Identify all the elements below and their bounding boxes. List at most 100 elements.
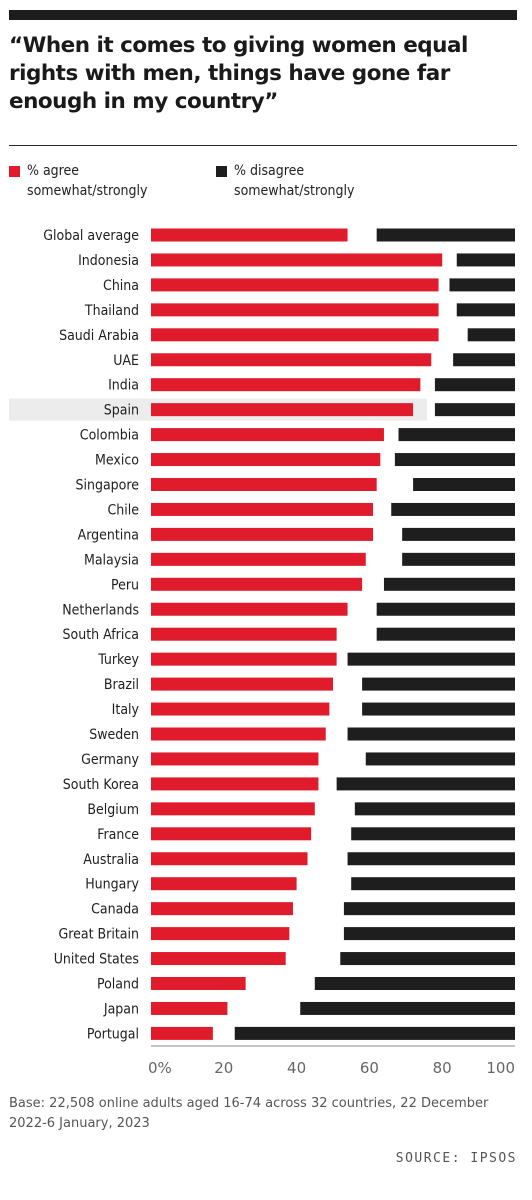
bar-chart: Global average Indonesia China Thailand Saud… [9,228,515,1077]
category-label-4: Saudi Arabia [59,328,139,344]
x-tick-label-2: 40 [287,1059,306,1077]
category-label-29: United States [54,952,139,968]
agree-bar-15 [151,602,348,616]
category-label-0: Global average [43,228,139,244]
agree-bar-14 [151,577,363,591]
agree-bar-19 [151,702,330,716]
agree-bar-25 [151,852,308,866]
x-tick-label-4: 80 [433,1059,452,1077]
category-label-16: South Africa [63,627,139,643]
category-label-6: India [108,378,139,394]
disagree-bar-13 [402,552,515,566]
disagree-bar-28 [343,927,515,941]
disagree-bar-14 [383,577,515,591]
agree-bar-9 [151,453,381,467]
disagree-bar-21 [365,752,515,766]
chart-title: “When it comes to giving women equal rig… [9,33,468,114]
category-label-26: Hungary [85,877,139,893]
category-label-30: Poland [97,977,139,993]
category-label-21: Germany [81,752,139,768]
x-tick-label-0: 0% [148,1059,172,1077]
disagree-bar-6 [434,378,515,392]
agree-bar-24 [151,827,312,841]
category-label-8: Colombia [80,428,139,444]
agree-bar-1 [151,253,443,267]
category-label-2: China [103,278,139,294]
disagree-bar-16 [376,627,515,641]
agree-bar-2 [151,278,439,292]
title-divider [9,145,517,146]
agree-bar-13 [151,552,366,566]
agree-bar-7 [151,403,414,417]
legend-agree-swatch [9,166,20,177]
disagree-bar-27 [343,902,515,916]
disagree-bar-9 [394,453,515,467]
disagree-bar-15 [376,602,515,616]
disagree-bar-18 [362,677,515,691]
category-label-1: Indonesia [78,253,139,269]
agree-bar-3 [151,303,439,317]
category-label-23: Belgium [87,802,139,818]
category-label-12: Argentina [78,527,139,543]
category-label-14: Peru [111,577,139,593]
x-tick-label-5: 100 [486,1059,515,1077]
agree-bar-4 [151,328,439,342]
disagree-bar-3 [456,303,515,317]
category-label-15: Netherlands [62,602,139,618]
agree-bar-29 [151,952,286,966]
agree-bar-17 [151,652,337,666]
disagree-bar-25 [347,852,515,866]
category-label-19: Italy [112,702,140,718]
agree-bar-21 [151,752,319,766]
agree-bar-12 [151,527,374,541]
disagree-bar-23 [354,802,515,816]
disagree-bar-4 [467,328,515,342]
category-label-18: Brazil [104,677,139,693]
agree-bar-18 [151,677,333,691]
disagree-bar-17 [347,652,515,666]
agree-bar-8 [151,428,384,442]
disagree-bar-8 [398,428,515,442]
agree-bar-30 [151,977,246,990]
disagree-bar-2 [449,278,515,292]
agree-bar-23 [151,802,315,816]
category-label-11: Chile [107,502,139,518]
disagree-bar-24 [351,827,515,841]
x-tick-label-1: 20 [214,1059,233,1077]
category-label-24: France [97,827,139,843]
agree-bar-20 [151,727,326,741]
category-label-13: Malaysia [84,552,139,568]
agree-bar-32 [151,1026,213,1040]
disagree-bar-7 [434,403,515,417]
category-label-9: Mexico [95,453,139,469]
category-label-20: Sweden [89,727,139,743]
agree-bar-10 [151,478,377,491]
disagree-bar-5 [453,353,515,367]
disagree-bar-22 [336,777,515,791]
disagree-bar-32 [234,1026,515,1040]
agree-bar-26 [151,877,297,891]
disagree-bar-11 [391,502,515,516]
category-label-27: Canada [91,902,139,918]
legend-disagree-label: % disagree somewhat/strongly [234,163,355,199]
agree-bar-16 [151,627,337,641]
legend-disagree: % disagree somewhat/strongly [216,161,436,205]
disagree-bar-26 [351,877,515,891]
category-label-22: South Korea [63,777,139,793]
category-label-3: Thailand [84,303,139,319]
disagree-bar-31 [300,1001,515,1015]
disagree-bar-12 [402,527,515,541]
disagree-bar-0 [376,228,515,242]
disagree-bar-30 [314,977,515,990]
disagree-bar-10 [413,478,515,491]
legend-disagree-swatch [216,166,227,177]
category-label-17: Turkey [97,652,139,668]
category-label-10: Singapore [75,478,139,494]
x-tick-label-3: 60 [360,1059,379,1077]
category-label-32: Portugal [87,1026,139,1042]
agree-bar-5 [151,353,432,367]
legend-agree-label: % agree somewhat/strongly [27,163,148,199]
disagree-bar-1 [456,253,515,267]
agree-bar-11 [151,502,374,516]
agree-bar-27 [151,902,293,916]
